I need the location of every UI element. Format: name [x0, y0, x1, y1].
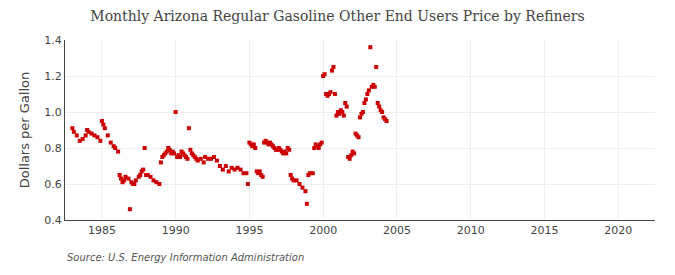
svg-text:1.0: 1.0: [44, 106, 62, 119]
svg-text:1985: 1985: [88, 224, 116, 237]
svg-text:0.4: 0.4: [44, 214, 62, 227]
svg-text:1.4: 1.4: [44, 34, 62, 47]
svg-text:Source: U.S. Energy Informatio: Source: U.S. Energy Information Administ…: [67, 252, 304, 263]
svg-text:2000: 2000: [309, 224, 337, 237]
svg-text:2005: 2005: [383, 224, 411, 237]
svg-text:1995: 1995: [235, 224, 263, 237]
svg-text:0.6: 0.6: [44, 178, 62, 191]
svg-text:0.8: 0.8: [44, 142, 62, 155]
svg-text:1990: 1990: [162, 224, 190, 237]
svg-text:Monthly Arizona Regular Gasoli: Monthly Arizona Regular Gasoline Other E…: [90, 8, 584, 24]
svg-text:2010: 2010: [457, 224, 485, 237]
svg-text:Dollars per Gallon: Dollars per Gallon: [17, 72, 32, 189]
svg-text:2015: 2015: [530, 224, 558, 237]
svg-text:2020: 2020: [604, 224, 632, 237]
svg-text:1.2: 1.2: [44, 70, 62, 83]
